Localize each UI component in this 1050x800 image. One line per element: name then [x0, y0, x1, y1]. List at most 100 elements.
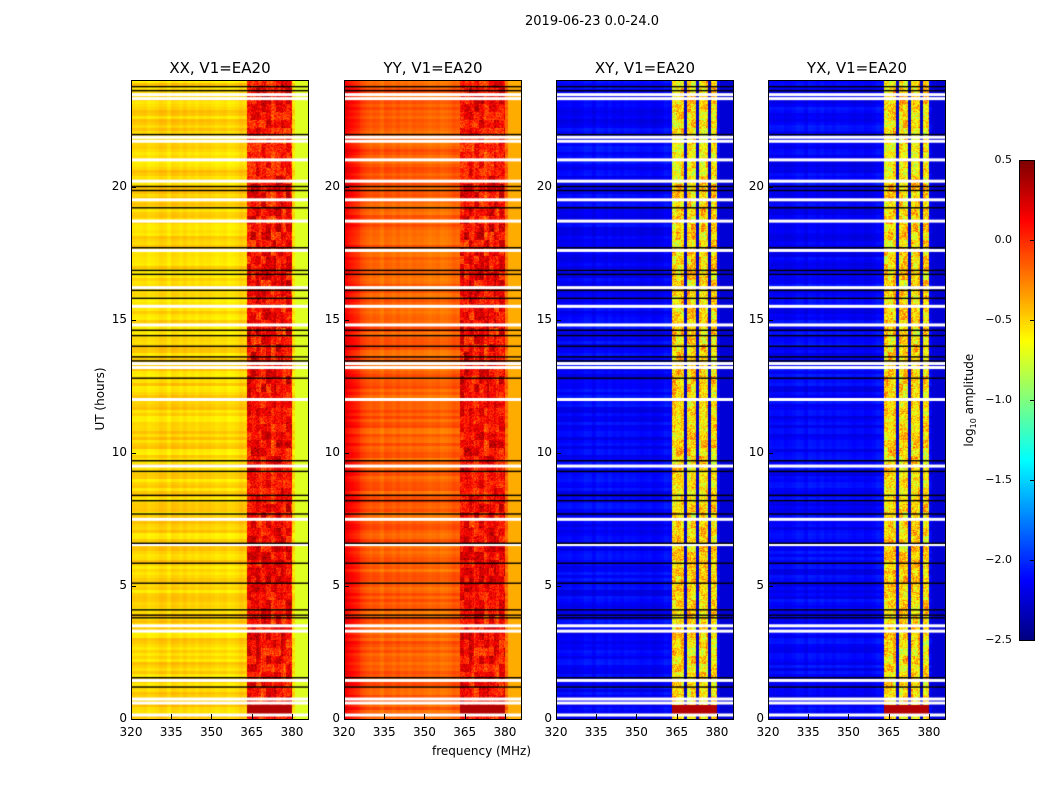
- y-tick: [344, 452, 349, 454]
- x-tick-label: 380: [493, 725, 517, 739]
- x-tick-label: 335: [372, 725, 396, 739]
- x-tick-label: 350: [837, 725, 860, 739]
- x-tick: [211, 714, 213, 719]
- y-tick-label: 10: [111, 444, 127, 459]
- y-tick-label: 15: [748, 311, 764, 326]
- x-tick-label: 320: [756, 725, 780, 739]
- y-tick-label: 15: [324, 311, 340, 326]
- colorbar-tick-label: −2.0: [985, 553, 1012, 566]
- x-tick-label: 350: [413, 725, 436, 739]
- colorbar: [1019, 160, 1034, 640]
- x-tick: [251, 714, 253, 719]
- x-tick: [888, 714, 890, 719]
- y-tick-label: 15: [536, 311, 552, 326]
- colorbar-tick: [1030, 160, 1034, 161]
- x-tick: [291, 714, 293, 719]
- y-tick: [131, 319, 136, 321]
- x-tick: [464, 714, 466, 719]
- heatmap-3: [768, 80, 945, 719]
- y-tick-label: 10: [748, 444, 764, 459]
- colorbar-tick: [1030, 480, 1034, 481]
- figure-title: 2019-06-23 0.0-24.0: [525, 14, 659, 29]
- x-tick: [384, 714, 386, 719]
- y-tick-label: 5: [332, 577, 340, 592]
- y-tick: [131, 452, 136, 454]
- colorbar-tick-label: 0.0: [994, 233, 1013, 246]
- y-tick-label: 20: [748, 178, 764, 193]
- x-tick: [131, 714, 132, 719]
- x-tick-label: 335: [796, 725, 820, 739]
- y-tick: [768, 719, 773, 720]
- y-tick-label: 0: [332, 711, 340, 725]
- y-tick: [768, 319, 773, 321]
- x-tick: [171, 714, 173, 719]
- y-tick: [556, 585, 561, 587]
- x-tick-label: 380: [705, 725, 729, 739]
- x-tick-label: 350: [625, 725, 648, 739]
- y-tick-label: 5: [119, 577, 127, 592]
- y-axis-label: UT (hours): [93, 367, 107, 431]
- x-tick: [808, 714, 810, 719]
- y-tick-label: 0: [756, 711, 764, 725]
- y-tick: [768, 186, 773, 188]
- y-tick-label: 20: [324, 178, 340, 193]
- y-tick-label: 0: [119, 711, 127, 725]
- y-tick-label: 10: [324, 444, 340, 459]
- panel-title: XY, V1=EA20: [594, 59, 696, 77]
- y-tick: [556, 319, 561, 321]
- panel-title: YX, V1=EA20: [806, 59, 908, 77]
- x-tick-label: 350: [200, 725, 223, 739]
- y-tick: [344, 319, 349, 321]
- panel-title: YY, V1=EA20: [383, 59, 483, 77]
- x-tick: [716, 714, 718, 719]
- x-tick-label: 380: [917, 725, 941, 739]
- colorbar-tick: [1030, 240, 1034, 241]
- x-tick-label: 365: [877, 725, 901, 739]
- y-tick: [131, 585, 136, 587]
- colorbar-tick-label: −0.5: [985, 313, 1012, 326]
- x-tick-label: 320: [544, 725, 568, 739]
- y-tick: [344, 585, 349, 587]
- x-tick: [928, 714, 930, 719]
- colorbar-tick-label: −1.0: [985, 393, 1012, 406]
- colorbar-label-rest: amplitude: [961, 353, 976, 419]
- x-tick: [636, 714, 638, 719]
- y-tick: [556, 719, 561, 720]
- colorbar-label: log10 amplitude: [962, 350, 978, 450]
- x-tick-label: 365: [453, 725, 477, 739]
- y-tick: [556, 186, 561, 188]
- colorbar-label-main: log: [961, 428, 976, 447]
- x-tick: [676, 714, 678, 719]
- y-tick: [768, 452, 773, 454]
- colorbar-tick-label: 0.5: [994, 153, 1013, 166]
- x-tick-label: 380: [280, 725, 304, 739]
- y-tick-label: 20: [536, 178, 552, 193]
- y-tick-label: 15: [111, 311, 127, 326]
- x-tick-label: 365: [665, 725, 689, 739]
- heatmap-0: [131, 80, 308, 719]
- colorbar-tick: [1030, 400, 1034, 401]
- y-tick-label: 5: [544, 577, 552, 592]
- x-tick-label: 335: [584, 725, 608, 739]
- x-tick-label: 335: [159, 725, 183, 739]
- colorbar-label-sub: 10: [969, 418, 979, 429]
- colorbar-tick-label: −2.5: [985, 633, 1012, 646]
- x-tick: [556, 714, 557, 719]
- y-tick: [768, 585, 773, 587]
- colorbar-tick: [1030, 560, 1034, 561]
- y-tick-label: 10: [536, 444, 552, 459]
- y-tick-label: 0: [544, 711, 552, 725]
- x-axis-label: frequency (MHz): [432, 744, 532, 758]
- y-tick: [344, 719, 349, 720]
- x-tick: [596, 714, 598, 719]
- heatmap-1: [344, 80, 521, 719]
- colorbar-tick-label: −1.5: [985, 473, 1012, 486]
- y-tick-label: 5: [756, 577, 764, 592]
- x-tick: [848, 714, 850, 719]
- x-tick-label: 320: [119, 725, 143, 739]
- x-tick: [344, 714, 345, 719]
- y-tick: [131, 719, 136, 720]
- heatmap-2: [556, 80, 733, 719]
- y-tick: [131, 186, 136, 188]
